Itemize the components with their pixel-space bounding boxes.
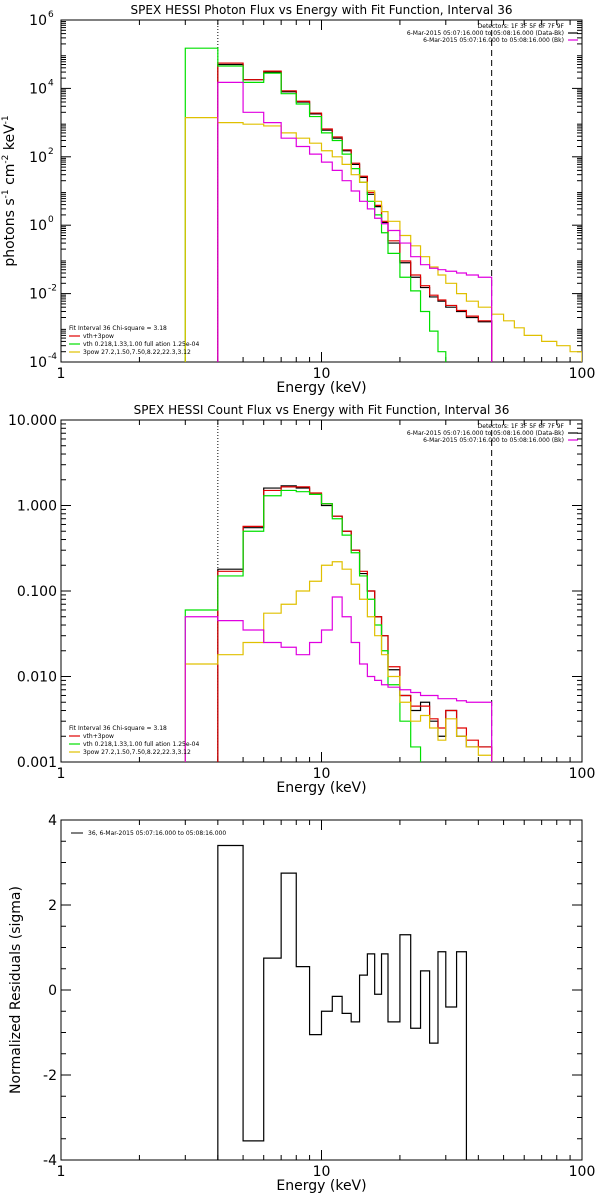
y-tick-label: 10 — [29, 355, 47, 371]
y-tick-exponent: 2 — [48, 147, 54, 157]
series-vth — [184, 47, 447, 362]
y-axis-label-part: keV — [2, 124, 18, 155]
x-tick-label: 1 — [57, 766, 66, 782]
legend-bottom-entry: vth 0.218,1.33,1.00 full ation 1.25e-04 — [83, 341, 199, 348]
y-tick-label: 4 — [48, 813, 57, 829]
legend-bottom-entry: Fit Interval 36 Chi-square = 3.18 — [69, 325, 167, 332]
x-axis-label: Energy (keV) — [276, 780, 366, 796]
x-tick-label: 1 — [57, 366, 66, 382]
y-tick-label: -4 — [43, 1153, 57, 1169]
x-axis-label: Energy (keV) — [276, 380, 366, 396]
series-36 — [217, 844, 468, 1160]
legend-bottom-entry: Fit Interval 36 Chi-square = 3.18 — [69, 725, 167, 732]
y-axis-label-part: photons s — [2, 198, 18, 266]
plot-frame — [60, 819, 583, 1161]
y-tick-exponent: 0 — [48, 215, 54, 225]
legend-entry: 36, 6-Mar-2015 05:07:16.000 to 05:08:16.… — [88, 830, 226, 837]
series-vth — [184, 489, 422, 762]
series-vth-3pow — [217, 62, 493, 362]
panel-2: SPEX HESSI Count Flux vs Energy with Fit… — [8, 403, 595, 796]
y-tick-label: 10 — [29, 218, 47, 234]
plot-area — [184, 47, 582, 362]
y-axis-label: photons s-1 cm-2 keV-1 — [1, 115, 18, 266]
y-axis-label-exponent: -1 — [1, 189, 11, 198]
x-tick-label: 10 — [313, 1164, 331, 1180]
legend-top-entry: 6-Mar-2015 05:07:16.000 to 05:08:16.000 … — [423, 37, 564, 44]
y-tick-exponent: 4 — [48, 78, 54, 88]
panel-1: SPEX HESSI Photon Flux vs Energy with Fi… — [1, 3, 595, 396]
y-tick-label: 0.001 — [17, 755, 57, 771]
y-tick-label: 10 — [29, 287, 47, 303]
y-tick-label: 2 — [48, 898, 57, 914]
series-3pow — [184, 561, 493, 762]
plot-frame — [60, 419, 583, 763]
y-tick-label: 10 — [29, 81, 47, 97]
legend-bottom-entry: vth 0.218,1.33,1.00 full ation 1.25e-04 — [83, 741, 199, 748]
x-axis-label: Energy (keV) — [276, 1178, 366, 1194]
y-tick-label: 10.000 — [8, 413, 57, 429]
y-tick-label: 10 — [29, 13, 47, 29]
y-tick-exponent: 6 — [48, 10, 54, 20]
y-tick-exponent: -4 — [48, 352, 57, 362]
x-tick-label: 100 — [569, 766, 596, 782]
series-3pow — [184, 117, 582, 362]
series-data — [217, 485, 493, 762]
y-axis-label: Normalized Residuals (sigma) — [8, 886, 24, 1094]
y-tick-label: 0.100 — [17, 584, 57, 600]
x-tick-label: 1 — [57, 1164, 66, 1180]
y-tick-label: -2 — [43, 1068, 57, 1084]
x-tick-label: 100 — [569, 366, 596, 382]
y-axis-label-exponent: -2 — [1, 155, 11, 164]
legend-bottom-entry: 3pow 27.2,1.50,7.50,8.22,22.3,3.12 — [83, 349, 191, 356]
series-bk — [184, 596, 493, 762]
legend-bottom-entry: vth+3pow — [83, 333, 114, 340]
legend-bottom-entry: 3pow 27.2,1.50,7.50,8.22,22.3,3.12 — [83, 749, 191, 756]
y-tick-label: 10 — [29, 150, 47, 166]
plot-area — [217, 844, 468, 1160]
chart-title: SPEX HESSI Count Flux vs Energy with Fit… — [134, 403, 510, 417]
y-tick-label: 0.010 — [17, 670, 57, 686]
legend-bottom-entry: vth+3pow — [83, 733, 114, 740]
y-tick-exponent: -2 — [48, 284, 57, 294]
x-tick-label: 10 — [313, 766, 331, 782]
chart-title: SPEX HESSI Photon Flux vs Energy with Fi… — [131, 3, 513, 17]
legend-top-entry: 6-Mar-2015 05:07:16.000 to 05:08:16.000 … — [407, 430, 564, 437]
x-tick-label: 10 — [313, 366, 331, 382]
legend-top-entry: Detectors: 1F 3F 5F 6F 7F 9F — [478, 423, 565, 430]
plot-area — [184, 485, 493, 762]
panel-3: 1 10 100 Energy (keV) -4 -2 0 2 4 Normalized Resi… — [8, 813, 595, 1194]
plot-frame — [60, 19, 583, 363]
x-tick-label: 100 — [569, 1164, 596, 1180]
y-axis-label-part: cm — [2, 164, 18, 190]
legend-top-entry: Detectors: 1F 3F 5F 6F 7F 9F — [478, 23, 565, 30]
y-tick-label: 0 — [48, 983, 57, 999]
legend-top-entry: 6-Mar-2015 05:07:16.000 to 05:08:16.000 … — [423, 437, 564, 444]
y-axis-label-exponent: -1 — [1, 115, 11, 124]
series-bk — [217, 81, 493, 362]
y-tick-label: 1.000 — [17, 499, 57, 515]
legend-top-entry: 6-Mar-2015 05:07:16.000 to 05:08:16.000 … — [407, 30, 564, 37]
